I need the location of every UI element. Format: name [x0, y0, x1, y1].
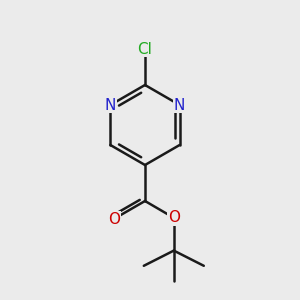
- Text: O: O: [168, 210, 180, 225]
- Text: N: N: [174, 98, 185, 112]
- Text: N: N: [105, 98, 116, 112]
- Text: O: O: [108, 212, 120, 226]
- Text: Cl: Cl: [138, 41, 152, 56]
